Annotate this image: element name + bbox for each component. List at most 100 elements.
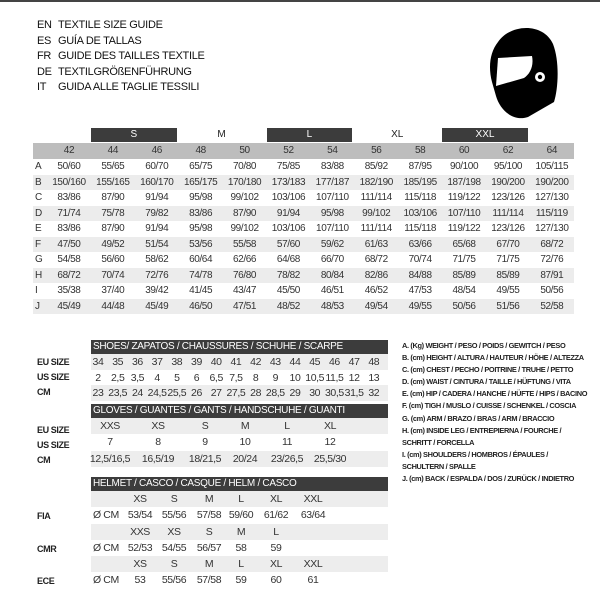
title-line: IT GUIDA ALLE TAGLIE TESSILI xyxy=(37,81,199,93)
table-row: 7 8 9 10 11 12 xyxy=(91,434,388,450)
size-label: S xyxy=(170,558,178,570)
table-cell: 31,5 xyxy=(344,387,364,399)
table-cell: 103/106 xyxy=(271,223,306,234)
table-cell: 46/51 xyxy=(320,285,344,296)
table-cell: 107/110 xyxy=(447,207,481,219)
size-label: XS xyxy=(133,493,147,505)
table-row: 23 23,5 24 24,5 25,5 26 27 27,5 28 28,5 29 30 30,5 31… xyxy=(91,385,388,401)
table-cell: 91/94 xyxy=(145,192,169,203)
table-cell: 51/56 xyxy=(496,300,520,312)
table-row: I 35/38 37/40 39/42 41/45 43/47 45/50 46/51 46/5… xyxy=(33,283,574,299)
table-cell: 32 xyxy=(368,387,380,399)
row-label: D xyxy=(35,207,42,219)
table-cell: 25,5/30 xyxy=(313,453,347,465)
table-cell: 49/54 xyxy=(364,300,388,312)
table-cell: 54/58 xyxy=(57,254,81,265)
table-cell: 155/165 xyxy=(96,176,130,188)
table-cell: 2,5 xyxy=(110,372,125,384)
table-cell: 99/102 xyxy=(362,207,391,219)
table-row: XXS XS S M L XL xyxy=(91,418,388,434)
table-cell: 173/183 xyxy=(271,176,306,188)
table-cell: 71/75 xyxy=(452,254,476,265)
table-cell: 75/85 xyxy=(276,161,300,172)
table-cell: 68/72 xyxy=(540,238,564,250)
table-cell: 85/92 xyxy=(364,161,388,172)
table-cell: 57/60 xyxy=(276,238,300,250)
table-cell: 190/200 xyxy=(491,176,525,188)
table-cell: 60/64 xyxy=(189,254,213,265)
legend-line: G. (cm) ARM / BRAZO / BRAS / ARM / BRACC… xyxy=(402,413,555,423)
table-cell: 24 xyxy=(131,387,143,399)
table-cell: 30,5 xyxy=(324,387,344,399)
eu-size-header: 62 xyxy=(502,145,514,156)
title-text: GUÍA DE TALLAS xyxy=(58,34,142,47)
table-cell: 35 xyxy=(112,356,124,368)
table-cell: 111/114 xyxy=(360,192,393,203)
table-cell: 11 xyxy=(281,436,293,448)
table-cell: 105/115 xyxy=(535,161,569,172)
table-cell: 87/90 xyxy=(233,207,257,219)
table-cell: 59 xyxy=(270,541,282,554)
row-label: B xyxy=(35,176,42,188)
table-cell: 48 xyxy=(368,356,380,368)
table-cell: 190/200 xyxy=(535,176,569,188)
table-cell: 79/82 xyxy=(145,207,169,219)
table-cell: 95/100 xyxy=(493,161,523,172)
table-cell: 9 xyxy=(202,436,208,448)
size-label: XL xyxy=(269,493,283,505)
table-cell: 70/80 xyxy=(233,161,257,172)
row-label: E xyxy=(35,223,42,234)
standard-label: CMR xyxy=(37,543,57,554)
table-cell: 38 xyxy=(171,356,183,368)
table-cell: 3,5 xyxy=(130,372,145,384)
table-cell: 165/175 xyxy=(183,176,218,188)
eu-size-header: 54 xyxy=(327,145,338,156)
shoes-header: SHOES/ ZAPATOS / CHAUSSURES / SCHUHE / S… xyxy=(91,340,388,354)
table-cell: 37/40 xyxy=(101,285,125,296)
unit-label: Ø CM xyxy=(93,541,119,554)
table-cell: 95/98 xyxy=(189,223,213,234)
table-cell: 35/38 xyxy=(57,285,81,296)
legend-line: A. (Kg) WEIGHT / PESO / POIDS / GEWITCH … xyxy=(402,341,566,350)
title-line: EN TEXTILE SIZE GUIDE xyxy=(37,19,163,31)
table-cell: 87/91 xyxy=(540,269,564,281)
table-cell: 36 xyxy=(131,356,143,368)
table-cell: 30 xyxy=(309,387,321,399)
size-label: M xyxy=(236,525,246,538)
table-cell: 29 xyxy=(289,387,301,399)
table-cell: XXS xyxy=(100,420,120,432)
row-label: F xyxy=(35,238,41,250)
table-cell: 64/68 xyxy=(276,254,300,265)
table-cell: M xyxy=(240,420,250,432)
table-cell: 45/50 xyxy=(276,285,300,296)
table-cell: 127/130 xyxy=(535,192,569,203)
table-cell: 56/60 xyxy=(101,254,125,265)
table-cell: 65/75 xyxy=(189,161,213,172)
table-row: D 71/74 75/78 79/82 83/86 87/90 91/94 95/98 99/1… xyxy=(33,205,574,221)
table-cell: 63/64 xyxy=(300,509,326,521)
eu-size-header: 56 xyxy=(371,145,382,156)
row-label: G xyxy=(35,254,43,265)
table-cell: 107/110 xyxy=(316,192,349,203)
table-cell: 13 xyxy=(368,372,380,384)
table-cell: 10 xyxy=(289,372,301,384)
language-code: IT xyxy=(37,81,47,93)
table-cell: 70/74 xyxy=(101,269,125,281)
eu-size-header-row: 42 44 46 48 50 52 54 56 58 60 62 64 xyxy=(33,143,574,159)
table-cell: 47/53 xyxy=(408,285,432,296)
table-cell: 185/195 xyxy=(403,176,437,188)
table-cell: 48/53 xyxy=(320,300,344,312)
table-cell: 43 xyxy=(269,356,281,368)
table-cell: 91/94 xyxy=(276,207,300,219)
size-band-l: L xyxy=(266,128,353,142)
eu-size-header: 44 xyxy=(107,145,119,156)
table-cell: 53/56 xyxy=(189,238,213,250)
table-cell: 52/53 xyxy=(127,541,153,554)
table-cell: 119/122 xyxy=(447,223,481,234)
size-label: XS xyxy=(133,558,147,570)
table-cell: 58 xyxy=(235,541,247,554)
table-cell: 111/114 xyxy=(360,223,393,234)
table-cell: 84/88 xyxy=(408,269,432,281)
table-cell: 8 xyxy=(155,436,161,448)
table-cell: 49/55 xyxy=(408,300,432,312)
